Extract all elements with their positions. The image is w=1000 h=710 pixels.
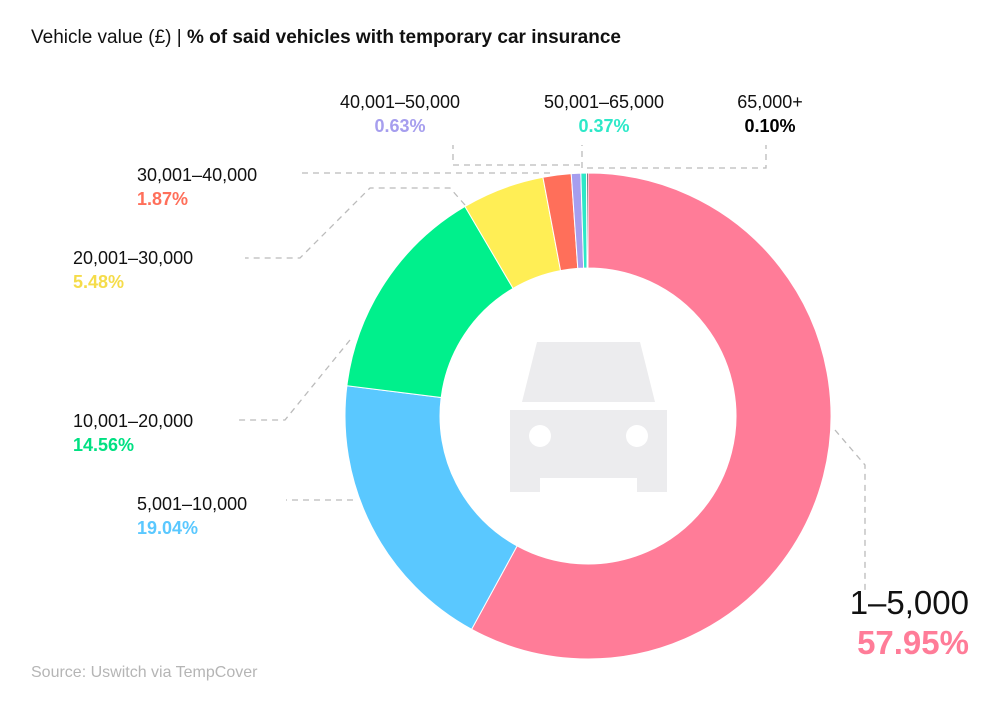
chart-title: Vehicle value (£) | % of said vehicles w… xyxy=(31,27,621,49)
label-category: 20,001–30,000 xyxy=(73,248,194,268)
label-30001-40000: 30,001–40,000 1.87% xyxy=(137,163,257,211)
leader-line-1-5000 xyxy=(834,429,866,590)
leader-lines xyxy=(235,145,866,590)
car-icon xyxy=(510,342,667,492)
label-5001-10000: 5,001–10,000 19.04% xyxy=(137,492,247,540)
label-category: 5,001–10,000 xyxy=(137,494,248,514)
label-category: 10,001–20,000 xyxy=(73,411,194,431)
label-category: 1–5,000 xyxy=(849,584,969,621)
slice-5-001-10-000 xyxy=(344,385,518,630)
label-value: 57.95% xyxy=(857,624,969,661)
leader-line-20001-30000 xyxy=(245,187,466,259)
label-category: 40,001–50,000 xyxy=(339,92,461,112)
leader-line-40001-50000 xyxy=(452,145,580,166)
label-value: 5.48% xyxy=(73,272,125,292)
label-value: 1.87% xyxy=(137,189,189,209)
slice-1-5-000 xyxy=(470,172,832,660)
label-category: 30,001–40,000 xyxy=(137,165,258,185)
title-prefix: Vehicle value (£) | xyxy=(31,27,187,48)
label-10001-20000: 10,001–20,000 14.56% xyxy=(73,409,193,457)
label-category: 65,000+ xyxy=(737,92,803,112)
label-category: 50,001–65,000 xyxy=(543,92,665,112)
label-value: 14.56% xyxy=(73,435,135,455)
title-bold: % of said vehicles with temporary car in… xyxy=(186,27,621,48)
leader-line-65000 xyxy=(587,145,767,169)
label-65000-plus: 65,000+ 0.10% xyxy=(730,90,810,138)
source-note: Source: Uswitch via TempCover xyxy=(31,664,258,681)
label-value: 0.63% xyxy=(374,116,426,136)
label-50001-65000: 50,001–65,000 0.37% xyxy=(531,90,677,138)
label-value: 0.37% xyxy=(578,116,630,136)
label-value: 0.10% xyxy=(744,116,796,136)
leader-line-10001-20000 xyxy=(235,339,351,421)
label-40001-50000: 40,001–50,000 0.63% xyxy=(327,90,473,138)
slice-65-000- xyxy=(585,172,589,269)
label-1-5000: 1–5,000 57.95% xyxy=(850,583,969,663)
label-value: 19.04% xyxy=(137,518,199,538)
label-20001-30000: 20,001–30,000 5.48% xyxy=(73,246,193,294)
